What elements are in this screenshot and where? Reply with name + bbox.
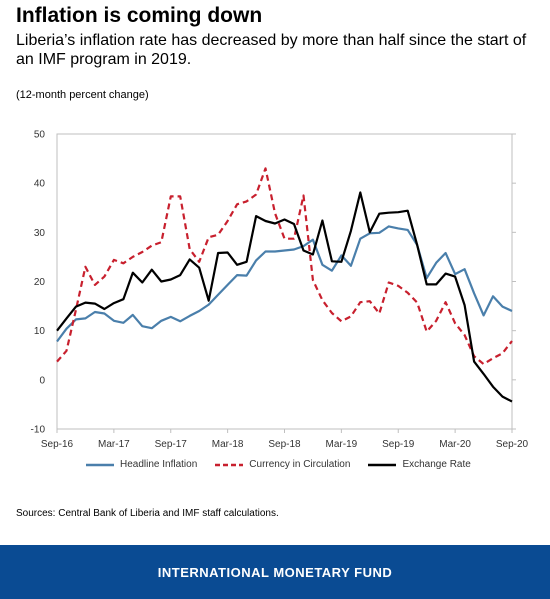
y-tick-label: 0	[39, 375, 45, 386]
x-tick-label: Mar-18	[212, 439, 244, 450]
legend-swatch-headline	[86, 463, 114, 466]
x-tick-label: Sep-17	[155, 439, 188, 450]
y-tick-label: 30	[34, 228, 46, 239]
units-label: (12-month percent change)	[16, 89, 149, 101]
series-line-headline-inflation	[56, 225, 513, 343]
legend-item-headline: Headline Inflation	[86, 459, 197, 470]
x-tick-label: Mar-19	[326, 439, 358, 450]
line-chart: -10 0 10 20 30 40 50 Sep-16 Mar-17 Sep-17 Mar-18 Se…	[31, 130, 529, 451]
legend-item-exchange: Exchange Rate	[368, 459, 471, 470]
legend-item-currency: Currency in Circulation	[215, 459, 350, 470]
chart-subtitle: Liberia’s inflation rate has decreased b…	[16, 32, 527, 68]
x-tick-label: Mar-20	[439, 439, 471, 450]
legend-label-headline: Headline Inflation	[120, 459, 198, 470]
y-tick-label: 40	[34, 179, 46, 190]
series-line-currency-in-circulation	[56, 167, 513, 366]
y-tick-label: 50	[34, 130, 46, 141]
x-tick-label: Sep-19	[382, 439, 415, 450]
footer-brand: INTERNATIONAL MONETARY FUND	[157, 564, 393, 580]
x-tick-label: Sep-18	[268, 439, 301, 450]
legend-label-currency: Currency in Circulation	[249, 459, 351, 470]
legend-swatch-currency	[215, 463, 244, 466]
x-tick-label: Mar-17	[98, 439, 130, 450]
y-tick-label: 20	[34, 277, 46, 288]
y-tick-label: -10	[31, 425, 46, 436]
sources-note: Sources: Central Bank of Liberia and IMF…	[16, 508, 279, 519]
x-tick-label: Sep-16	[41, 439, 74, 450]
plot-frame	[56, 133, 513, 430]
series-line-exchange-rate	[56, 191, 513, 403]
chart-title: Inflation is coming down	[16, 4, 263, 27]
y-tick-label: 10	[34, 326, 46, 337]
legend-swatch-exchange	[368, 463, 397, 466]
x-tick-label: Sep-20	[496, 439, 529, 450]
legend-label-exchange: Exchange Rate	[402, 459, 471, 470]
chart-legend: Headline Inflation Currency in Circulati…	[86, 459, 489, 470]
footer-banner: INTERNATIONAL MONETARY FUND	[0, 545, 550, 599]
